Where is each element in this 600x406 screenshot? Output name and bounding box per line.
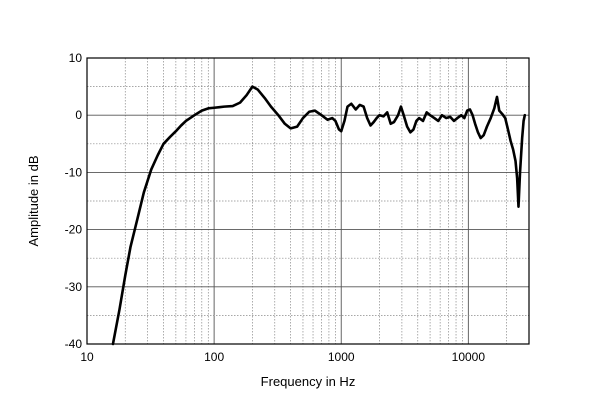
x-tick-label: 10 <box>80 350 94 364</box>
plot-frame <box>86 57 530 345</box>
y-tick-label: -20 <box>65 223 83 237</box>
x-tick-label: 100 <box>204 350 224 364</box>
y-tick-label: -30 <box>65 280 83 294</box>
frequency-response-line <box>111 85 527 346</box>
y-tick-label: 10 <box>69 51 83 65</box>
x-axis-title: Frequency in Hz <box>261 374 356 389</box>
grid <box>87 58 529 344</box>
x-tick-label: 10000 <box>452 350 486 364</box>
x-tick-label: 1000 <box>328 350 355 364</box>
y-tick-label: -10 <box>65 165 83 179</box>
y-tick-label: 0 <box>75 108 82 122</box>
y-tick-label: -40 <box>65 337 83 351</box>
y-axis-title: Amplitude in dB <box>26 155 41 246</box>
